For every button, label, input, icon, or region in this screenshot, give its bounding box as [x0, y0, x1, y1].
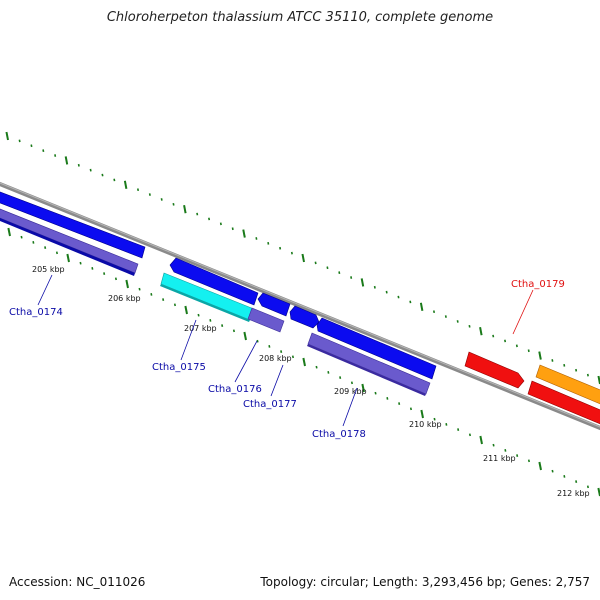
gene-ctha-0175[interactable]	[169, 257, 259, 306]
inner-major-tick	[538, 461, 542, 471]
inner-major-tick	[7, 227, 11, 237]
outer-major-tick	[242, 229, 246, 238]
kbp-label-206: 206 kbp	[108, 294, 141, 303]
genome-backbone	[0, 181, 600, 431]
outer-major-tick	[538, 351, 542, 360]
leader-ctha-0174	[37, 274, 53, 306]
kbp-label-212: 212 kbp	[557, 489, 590, 498]
leader-ctha-0177	[270, 364, 284, 397]
inner-major-tick	[479, 435, 483, 445]
kbp-label-211: 211 kbp	[483, 454, 516, 463]
label-leaders	[37, 274, 534, 427]
gene-label-ctha-0178[interactable]: Ctha_0178	[312, 429, 366, 440]
outer-major-tick	[360, 278, 365, 287]
outer-major-tick	[183, 205, 187, 214]
genome-title: Chloroherpeton thalassium ATCC 35110, co…	[106, 10, 494, 25]
gene-ctha-0176-slate[interactable]	[247, 307, 285, 333]
inner-major-tick	[125, 279, 129, 289]
gene-labels: Ctha_0174 Ctha_0175 Ctha_0176 Ctha_0177 …	[9, 279, 565, 440]
leader-ctha-0176	[234, 340, 258, 383]
kbp-label-205: 205 kbp	[32, 265, 65, 274]
inner-major-tick	[420, 409, 424, 419]
gene-label-ctha-0177[interactable]: Ctha_0177	[243, 399, 297, 410]
gene-ctha-0178[interactable]	[316, 317, 437, 380]
kbp-label-210: 210 kbp	[409, 420, 442, 429]
inner-major-tick	[243, 331, 247, 341]
gene-label-ctha-0175[interactable]: Ctha_0175	[152, 362, 206, 373]
gene-ctha-0176[interactable]	[257, 292, 291, 317]
inner-tick-row	[7, 227, 600, 497]
leader-ctha-0179	[512, 289, 534, 335]
kbp-label-208: 208 kbp	[259, 354, 292, 363]
outer-tick-row	[5, 131, 600, 385]
outer-major-tick	[419, 302, 424, 311]
gene-ctha-0174-forward[interactable]	[0, 190, 146, 259]
gene-orange[interactable]	[535, 364, 600, 408]
genome-backbone-highlight	[0, 182, 600, 428]
leader-ctha-0178	[342, 387, 358, 427]
gene-label-ctha-0176[interactable]: Ctha_0176	[208, 384, 262, 395]
gene-red-right[interactable]	[527, 380, 600, 428]
inner-major-tick	[184, 305, 188, 315]
gene-ctha-0179[interactable]	[464, 351, 525, 389]
gene-label-ctha-0179[interactable]: Ctha_0179	[511, 279, 565, 290]
outer-major-tick	[479, 327, 483, 336]
outer-major-tick	[5, 131, 9, 141]
inner-major-tick	[302, 357, 306, 367]
gene-ctha-0177[interactable]	[289, 305, 320, 329]
kbp-label-207: 207 kbp	[184, 324, 217, 333]
kbp-label-209: 209 kbp	[334, 387, 367, 396]
outer-major-tick	[64, 156, 69, 165]
gene-ctha-0175-cyan-shadow	[160, 284, 250, 322]
gene-ctha-0174-shadow	[0, 218, 135, 276]
outer-major-tick	[123, 180, 128, 189]
outer-major-tick	[301, 253, 305, 263]
inner-major-tick	[361, 383, 365, 393]
gene-features	[0, 190, 600, 428]
gene-ctha-0178-shadow	[307, 344, 426, 396]
genome-summary: Topology: circular; Length: 3,293,456 bp…	[260, 575, 590, 589]
scale-labels: 205 kbp 206 kbp 207 kbp 208 kbp 209 kbp …	[32, 265, 590, 498]
accession-label: Accession: NC_011026	[9, 575, 146, 589]
inner-major-tick	[66, 253, 70, 263]
gene-label-ctha-0174[interactable]: Ctha_0174	[9, 307, 63, 318]
leader-ctha-0175	[180, 319, 197, 361]
